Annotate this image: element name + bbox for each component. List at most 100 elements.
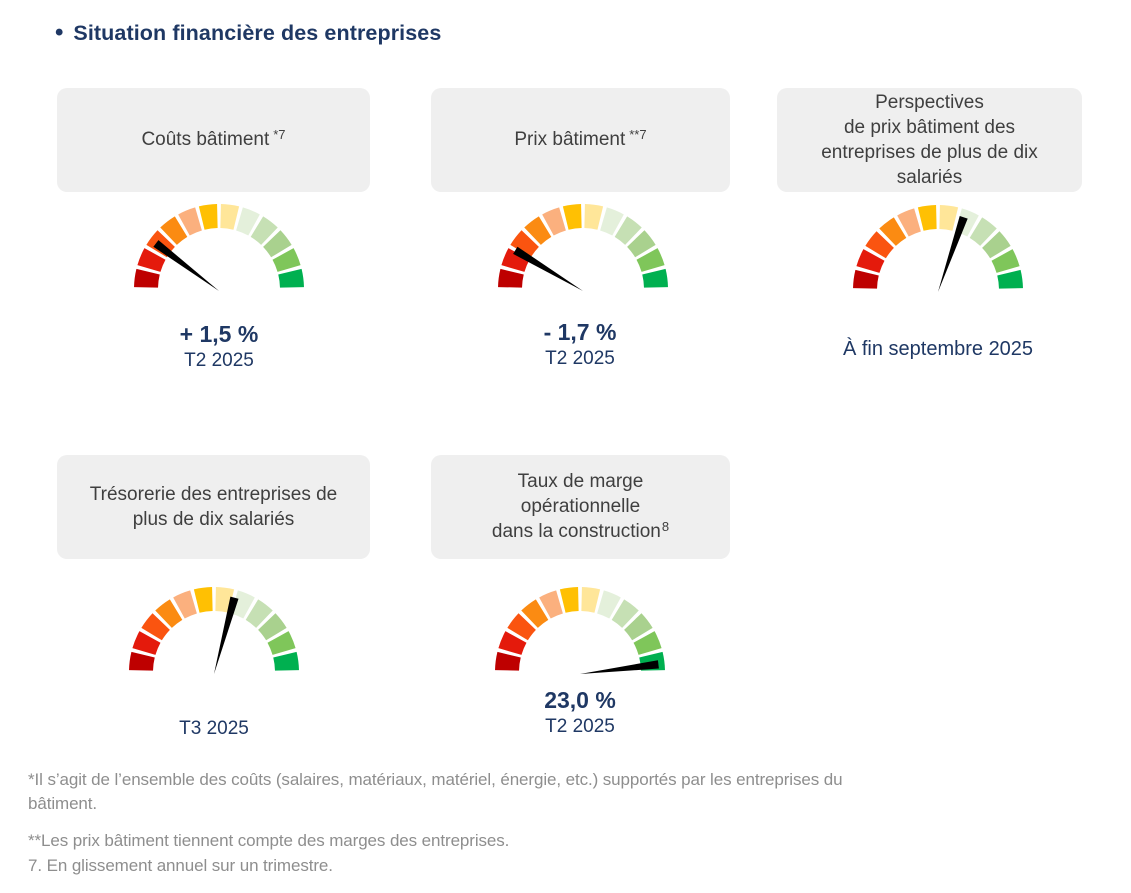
gauge-segment <box>278 268 304 288</box>
footnote-costs: *Il s’agit de l’ensemble des coûts (sala… <box>28 770 843 813</box>
card-tresorerie: Trésorerie des entreprises de plus de di… <box>57 455 370 559</box>
gauge-tresorerie <box>128 584 300 679</box>
gauge-couts-batiment <box>133 201 305 296</box>
gauge-segment <box>611 599 639 628</box>
gauge-segment <box>220 204 240 230</box>
gauge-segment <box>982 231 1011 259</box>
gauge-segment <box>600 207 624 236</box>
gauge-segment <box>562 204 582 230</box>
card-label: Coûts bâtiment <box>141 129 270 150</box>
gauge-perspectives-prix <box>852 202 1024 297</box>
gauge-period: T2 2025 <box>545 348 615 369</box>
gauge-segment <box>642 268 668 288</box>
caption-taux-de-marge: 23,0 % T2 2025 <box>484 686 676 740</box>
gauge-period: À fin septembre 2025 <box>842 338 1034 360</box>
card-label: Prix bâtiment <box>514 129 626 150</box>
card-prix-batiment-text: Prix bâtiment **7 <box>514 127 646 153</box>
gauge-segment <box>129 651 155 671</box>
gauge-taux-de-marge <box>494 584 666 679</box>
gauge-segment <box>160 216 188 245</box>
gauge-segment <box>917 205 937 231</box>
gauge-segment <box>865 231 894 259</box>
gauge-segment <box>542 207 566 236</box>
page-title: • Situation financière des entreprises <box>55 18 441 48</box>
gauge-segment <box>507 613 536 641</box>
gauge-segment <box>969 217 997 246</box>
gauge-segment <box>597 590 621 619</box>
gauge-period: T3 2025 <box>179 718 249 739</box>
gauge-segment <box>581 587 601 613</box>
gauge-segment <box>132 631 161 655</box>
gauge-segment <box>559 587 579 613</box>
gauge-segment <box>155 599 183 628</box>
gauge-segment <box>627 230 656 258</box>
gauge-segment <box>178 207 202 236</box>
gauge-segment <box>856 249 885 273</box>
gauge-segment <box>521 599 549 628</box>
gauge-segment <box>624 613 653 641</box>
gauge-segment <box>853 269 879 289</box>
gauge-period: T2 2025 <box>184 350 254 371</box>
gauge-segment <box>997 269 1023 289</box>
card-couts-batiment: Coûts bâtiment *7 <box>57 88 370 192</box>
gauge-segment <box>193 587 213 613</box>
gauge-segment <box>501 248 530 272</box>
card-perspectives-prix-text: Perspectives de prix bâtiment des entrep… <box>821 90 1038 190</box>
gauge-segment <box>198 204 218 230</box>
gauge-segment <box>245 599 273 628</box>
footnote-prices: **Les prix bâtiment tiennent compte des … <box>28 831 510 850</box>
gauge-segment <box>250 216 278 245</box>
gauge-segment <box>584 204 604 230</box>
card-label: Perspectives de prix bâtiment des entrep… <box>821 92 1038 188</box>
gauge-segment <box>272 248 301 272</box>
card-prix-batiment: Prix bâtiment **7 <box>431 88 730 192</box>
card-tresorerie-text: Trésorerie des entreprises de plus de di… <box>90 482 337 532</box>
gauge-segment <box>879 217 907 246</box>
card-perspectives-prix: Perspectives de prix bâtiment des entrep… <box>777 88 1082 192</box>
gauge-segment <box>258 613 287 641</box>
gauge-segment <box>614 216 642 245</box>
caption-tresorerie: T3 2025 <box>118 716 310 742</box>
gauge-segment <box>173 590 197 619</box>
gauge-needle <box>153 240 219 291</box>
gauge-segment <box>524 216 552 245</box>
title-bullet: • <box>55 19 64 46</box>
gauge-segment <box>510 230 539 258</box>
gauge-needle <box>938 215 968 292</box>
gauge-segment <box>273 651 299 671</box>
card-couts-batiment-text: Coûts bâtiment *7 <box>141 127 285 153</box>
card-footnote-marker: 8 <box>661 519 670 534</box>
card-taux-de-marge-text: Taux de marge opérationnelle dans la con… <box>492 469 669 545</box>
gauge-segment <box>498 631 527 655</box>
gauge-segment <box>267 631 296 655</box>
gauge-segment <box>498 268 524 288</box>
caption-perspectives-prix: À fin septembre 2025 <box>790 336 1086 362</box>
gauge-segment <box>231 590 255 619</box>
gauge-segment <box>539 590 563 619</box>
gauge-segment <box>137 248 166 272</box>
gauge-segment <box>991 249 1020 273</box>
gauge-value: 23,0 % <box>544 687 616 713</box>
gauge-segment <box>636 248 665 272</box>
gauge-value: + 1,5 % <box>179 321 259 347</box>
caption-prix-batiment: - 1,7 % T2 2025 <box>484 318 676 372</box>
card-label: Trésorerie des entreprises de plus de di… <box>89 484 338 530</box>
gauge-segment <box>134 268 160 288</box>
card-footnote-marker: **7 <box>629 127 647 142</box>
card-taux-de-marge: Taux de marge opérationnelle dans la con… <box>431 455 730 559</box>
gauge-needle <box>513 246 583 291</box>
card-label: Taux de marge opérationnelle dans la con… <box>491 471 661 542</box>
gauge-needle <box>214 596 239 674</box>
card-footnote-marker: *7 <box>273 127 286 142</box>
footnotes: *Il s’agit de l’ensemble des coûts (sala… <box>28 768 948 878</box>
gauge-segment <box>939 205 959 231</box>
caption-couts-batiment: + 1,5 % T2 2025 <box>123 320 315 374</box>
footnote-7: 7. En glissement annuel sur un trimestre… <box>28 856 333 875</box>
page-title-text: Situation financière des entreprises <box>73 21 442 45</box>
gauge-segment <box>897 208 921 237</box>
gauge-needle <box>580 660 659 674</box>
gauge-segment <box>141 613 170 641</box>
gauge-segment <box>633 631 662 655</box>
gauge-prix-batiment <box>497 201 669 296</box>
